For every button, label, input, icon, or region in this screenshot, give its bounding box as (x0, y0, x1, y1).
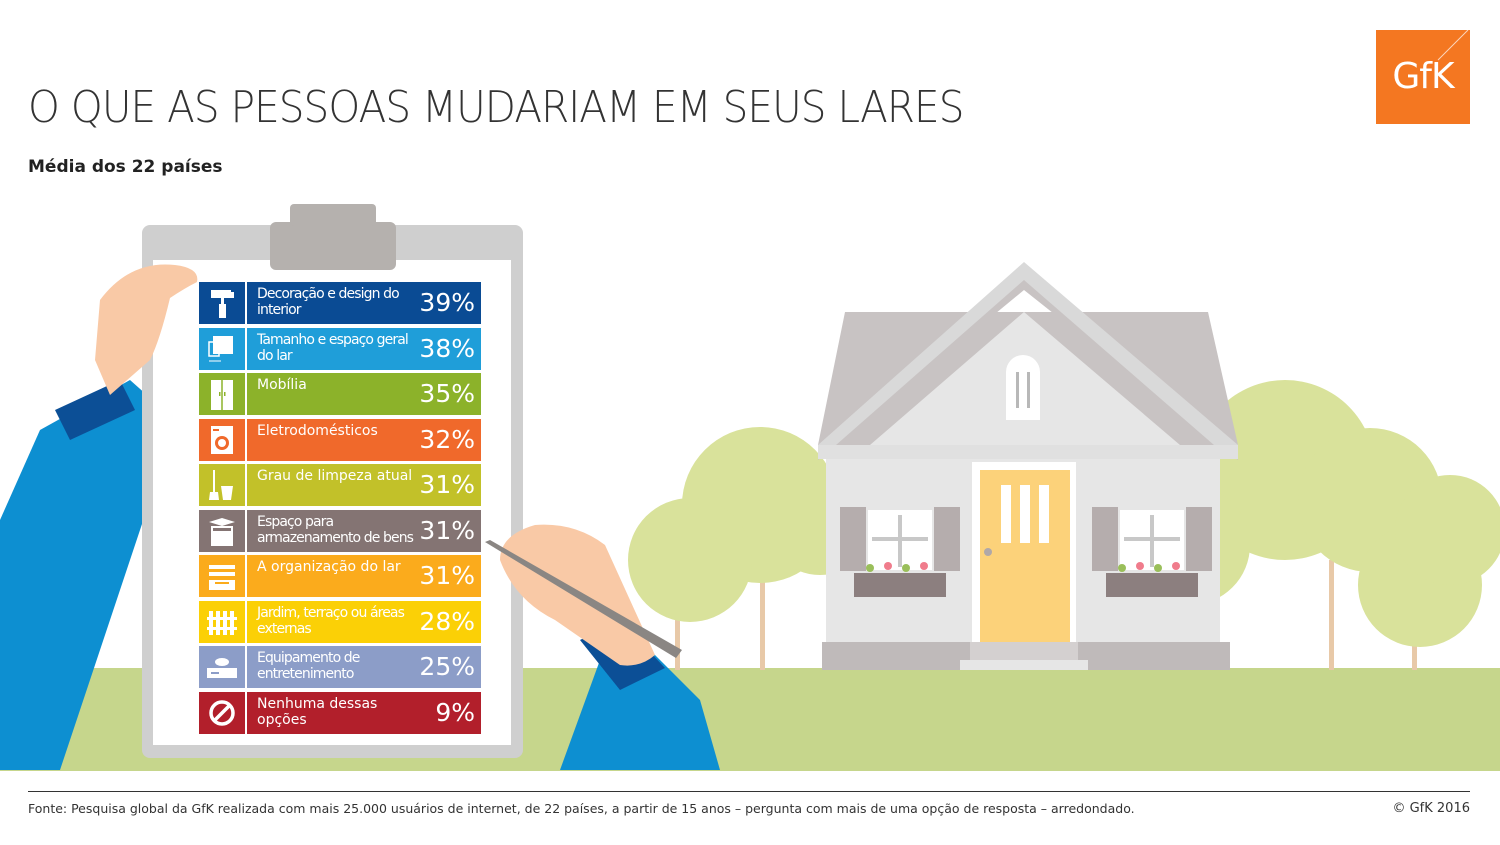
row-value: 35% (419, 379, 475, 408)
copyright: © GfK 2016 (1392, 801, 1470, 816)
right-arm-illustration (485, 524, 720, 770)
row-divider (245, 600, 247, 643)
chart-title: O QUE AS PESSOAS MUDARIAM EM SEUS LARES (28, 82, 964, 133)
organizer-tray-icon (199, 555, 245, 597)
table-row: Jardim, terraço ou áreas externas 28% (199, 600, 481, 643)
table-row: Nenhuma dessas opções 9% (199, 691, 481, 734)
row-value: 38% (419, 333, 475, 363)
row-value: 31% (419, 470, 475, 499)
chart-subtitle: Média dos 22 países (28, 157, 223, 177)
table-row: Tamanho e espaço geral do lar 38% (199, 327, 481, 370)
washing-machine-icon (199, 419, 245, 461)
source-note: Fonte: Pesquisa global da GfK realizada … (28, 801, 1135, 816)
row-value: 28% (419, 606, 475, 636)
row-value: 9% (435, 697, 475, 727)
prohibited-icon (199, 692, 245, 734)
broom-bucket-icon (199, 464, 245, 506)
fence-icon (199, 601, 245, 643)
footer-divider (28, 791, 1470, 792)
row-divider (245, 418, 247, 461)
table-row: Espaço para armazenamento de bens 31% (199, 509, 481, 552)
left-arm-illustration (0, 380, 175, 770)
wardrobe-icon (199, 373, 245, 415)
paint-roller-icon (199, 282, 245, 324)
row-divider (245, 327, 247, 370)
left-hand-illustration (95, 264, 198, 395)
row-divider (245, 464, 247, 506)
row-label: A organização do lar (257, 559, 401, 575)
row-divider (245, 555, 247, 597)
game-console-icon (199, 646, 245, 688)
row-divider (245, 282, 247, 324)
table-row: A organização do lar 31% (199, 555, 481, 597)
row-value: 31% (419, 515, 475, 545)
row-value: 31% (419, 561, 475, 590)
table-row: Decoração e design do interior 39% (199, 282, 481, 324)
table-row: Mobília 35% (199, 373, 481, 415)
row-label: Tamanho e espaço geral do lar (257, 331, 409, 364)
table-row: Equipamento de entretenimento 25% (199, 646, 481, 688)
row-divider (245, 646, 247, 688)
gfk-logo: GfK (1376, 30, 1470, 124)
row-label: Jardim, terraço ou áreas externas (257, 604, 405, 637)
logo-text: GfK (1392, 56, 1454, 97)
row-divider (245, 373, 247, 415)
row-divider (245, 509, 247, 552)
table-row: Grau de limpeza atual 31% (199, 464, 481, 506)
table-row: Eletrodomésticos 32% (199, 418, 481, 461)
floor-plan-icon (199, 328, 245, 370)
row-label: Grau de limpeza atual (257, 468, 413, 484)
row-value: 39% (419, 288, 475, 317)
row-label: Espaço para armazenamento de bens (257, 513, 414, 546)
house-illustration (818, 262, 1238, 670)
storage-box-icon (199, 510, 245, 552)
row-label: Equipamento de entretenimento (257, 650, 360, 682)
row-label: Eletrodomésticos (257, 422, 378, 439)
row-label: Mobília (257, 377, 307, 393)
row-value: 32% (419, 424, 475, 454)
row-label: Nenhuma dessas opções (257, 695, 378, 728)
row-value: 25% (419, 652, 475, 681)
row-label: Decoração e design do interior (257, 286, 400, 318)
row-divider (245, 691, 247, 734)
